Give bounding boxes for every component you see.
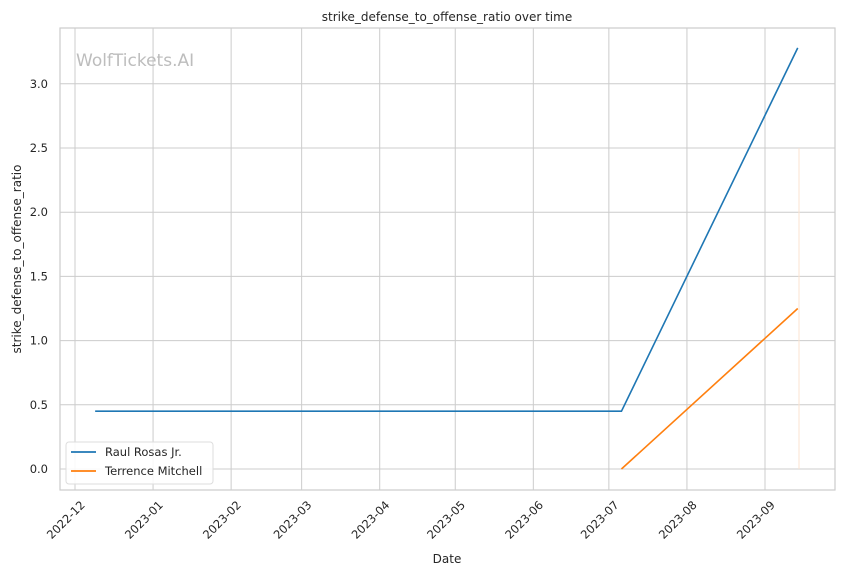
y-axis-label: strike_defense_to_offense_ratio xyxy=(10,165,24,354)
y-tick-label: 2.0 xyxy=(30,205,48,219)
y-tick-label: 1.5 xyxy=(30,269,48,283)
x-tick-label: 2023-09 xyxy=(734,498,778,542)
series-line-terrence-mitchell xyxy=(620,307,799,470)
legend-label-raul: Raul Rosas Jr. xyxy=(105,445,182,459)
x-axis-label: Date xyxy=(433,552,462,566)
plot-frame xyxy=(59,27,836,491)
legend-label-terrence: Terrence Mitchell xyxy=(104,464,202,478)
x-tick-label: 2023-06 xyxy=(502,498,546,542)
x-tick-label: 2023-02 xyxy=(200,498,244,542)
x-tick-label: 2022-12 xyxy=(44,498,88,542)
y-tick-label: 3.0 xyxy=(30,77,48,91)
y-tick-label: 1.0 xyxy=(30,334,48,348)
x-tick-label: 2023-03 xyxy=(271,498,315,542)
y-tick-label: 2.5 xyxy=(30,141,48,155)
x-tick-label: 2023-05 xyxy=(424,498,468,542)
legend: Raul Rosas Jr. Terrence Mitchell xyxy=(65,441,214,485)
series-line-raul-rosas-jr xyxy=(95,47,799,413)
x-tick-label: 2023-04 xyxy=(349,498,393,542)
y-tick-label: 0.0 xyxy=(30,462,48,476)
y-tick-label: 0.5 xyxy=(30,398,48,412)
watermark: WolfTickets.AI xyxy=(76,51,194,71)
x-tick-label: 2023-07 xyxy=(578,498,622,542)
x-tick-label: 2023-01 xyxy=(122,498,166,542)
chart-title: strike_defense_to_offense_ratio over tim… xyxy=(322,10,572,24)
x-tick-label: 2023-08 xyxy=(656,498,700,542)
